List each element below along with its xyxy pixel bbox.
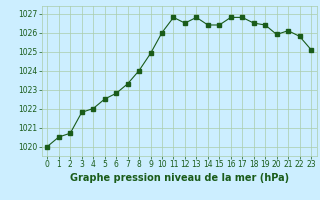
X-axis label: Graphe pression niveau de la mer (hPa): Graphe pression niveau de la mer (hPa)	[70, 173, 289, 183]
